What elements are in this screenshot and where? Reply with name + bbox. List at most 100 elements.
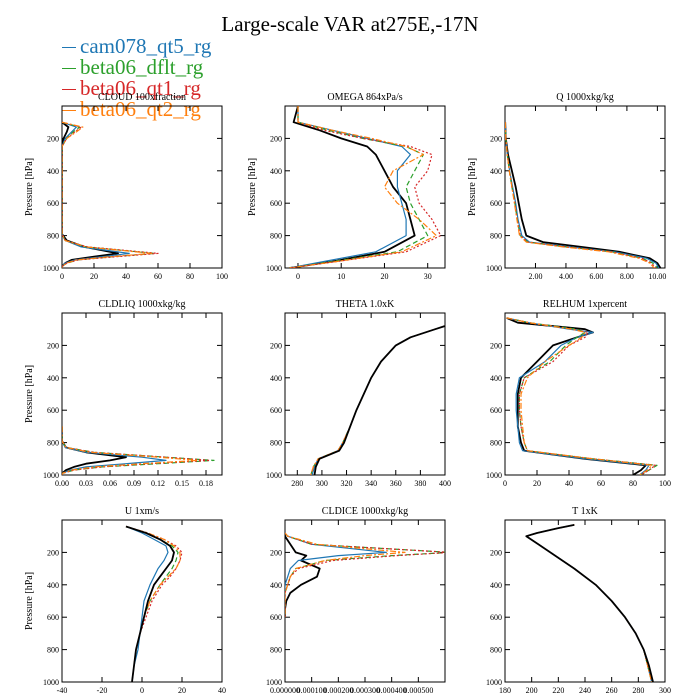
x-tick-label: -20	[97, 686, 108, 695]
y-axis-label: Pressure [hPa]	[24, 365, 35, 423]
x-tick-label: 4.00	[559, 272, 573, 281]
legend-item: beta06_qt2_rg	[62, 99, 211, 120]
subplot-title: CLDLIQ 1000xkg/kg	[99, 299, 186, 310]
series-line	[289, 106, 442, 268]
x-tick-label: 20	[533, 479, 541, 488]
series-line	[505, 122, 658, 268]
x-tick-label: 280	[291, 479, 303, 488]
y-tick-label: 400	[490, 374, 502, 383]
x-tick-label: 0.12	[151, 479, 165, 488]
y-tick-label: 600	[47, 406, 59, 415]
legend-swatch	[62, 47, 76, 48]
y-tick-label: 400	[270, 167, 282, 176]
x-tick-label: 20	[380, 272, 388, 281]
y-tick-label: 800	[270, 439, 282, 448]
series-line	[62, 426, 199, 475]
y-tick-label: 200	[490, 134, 502, 143]
plot-frame	[504, 105, 666, 269]
subplot-title: U 1xm/s	[125, 506, 159, 517]
legend-swatch	[62, 110, 76, 111]
figure-title: Large-scale VAR at275E,-17N	[221, 12, 479, 36]
x-tick-label: 240	[579, 686, 591, 695]
series-line	[125, 525, 175, 682]
y-tick-label: 800	[490, 646, 502, 655]
series-line	[62, 121, 153, 268]
x-tick-label: 0.15	[175, 479, 189, 488]
y-tick-label: 1000	[486, 471, 502, 480]
series-line	[62, 121, 119, 268]
x-tick-label: 0.00	[55, 479, 69, 488]
x-tick-label: 0.000000	[270, 686, 300, 695]
subplot-title: CLOUD 100xfraction	[98, 92, 186, 103]
plot-frame	[284, 105, 446, 269]
y-tick-label: 200	[47, 548, 59, 557]
series-line	[506, 317, 650, 475]
series-line	[289, 106, 437, 268]
x-tick-label: 60	[597, 479, 605, 488]
x-tick-label: 40	[565, 479, 573, 488]
series-line	[285, 533, 321, 618]
subplot-title: Q 1000xkg/kg	[556, 92, 614, 103]
series-line	[525, 524, 654, 682]
series-line	[310, 325, 445, 475]
x-tick-label: 180	[499, 686, 511, 695]
x-tick-label: 0.09	[127, 479, 141, 488]
x-tick-label: 0.000200	[323, 686, 353, 695]
legend: cam078_qt5_rg beta06_dflt_rg beta06_qt1_…	[62, 36, 211, 120]
x-tick-label: 280	[632, 686, 644, 695]
y-axis-label: Pressure [hPa]	[24, 572, 35, 630]
x-tick-label: 0.03	[79, 479, 93, 488]
y-tick-label: 400	[490, 581, 502, 590]
y-tick-label: 200	[490, 341, 502, 350]
x-tick-label: 100	[659, 479, 671, 488]
plot-frame	[61, 105, 223, 269]
legend-label: cam078_qt5_rg	[80, 34, 212, 58]
x-tick-label: 6.00	[589, 272, 603, 281]
series-line	[285, 532, 406, 618]
x-tick-label: 300	[659, 686, 671, 695]
y-tick-label: 600	[47, 199, 59, 208]
x-tick-label: 2.00	[528, 272, 542, 281]
subplot-title: CLDICE 1000xkg/kg	[322, 506, 408, 517]
legend-label: beta06_dflt_rg	[80, 55, 204, 79]
series-line	[289, 106, 416, 268]
x-tick-label: 0.000500	[403, 686, 433, 695]
x-tick-label: -40	[57, 686, 68, 695]
y-tick-label: 600	[270, 613, 282, 622]
y-tick-label: 600	[490, 199, 502, 208]
x-tick-label: 60	[154, 272, 162, 281]
x-tick-label: 340	[365, 479, 377, 488]
y-tick-label: 200	[270, 134, 282, 143]
x-tick-label: 8.00	[620, 272, 634, 281]
x-tick-label: 260	[606, 686, 618, 695]
x-tick-label: 0	[60, 272, 64, 281]
plot-frame	[284, 312, 446, 476]
y-tick-label: 800	[47, 439, 59, 448]
plot-frame	[284, 519, 446, 683]
series-line	[285, 532, 445, 618]
x-tick-label: 300	[316, 479, 328, 488]
x-tick-label: 40	[122, 272, 130, 281]
subplot: THETA 1.0xK 200 400 600 800 1000 280 300 320 340 3…	[266, 299, 451, 488]
y-tick-label: 1000	[266, 471, 282, 480]
series-line	[125, 525, 169, 682]
y-tick-label: 600	[270, 199, 282, 208]
series-line	[505, 122, 655, 268]
y-tick-label: 400	[47, 167, 59, 176]
y-tick-label: 800	[270, 232, 282, 241]
plot-frame	[504, 519, 666, 683]
y-tick-label: 800	[270, 646, 282, 655]
y-tick-label: 200	[270, 341, 282, 350]
x-tick-label: 10	[337, 272, 345, 281]
legend-item: beta06_dflt_rg	[62, 57, 211, 78]
y-tick-label: 800	[490, 232, 502, 241]
y-tick-label: 400	[270, 374, 282, 383]
x-tick-label: 20	[178, 686, 186, 695]
y-tick-label: 600	[490, 613, 502, 622]
legend-label: beta06_qt2_rg	[80, 97, 201, 121]
x-tick-label: 0	[296, 272, 300, 281]
